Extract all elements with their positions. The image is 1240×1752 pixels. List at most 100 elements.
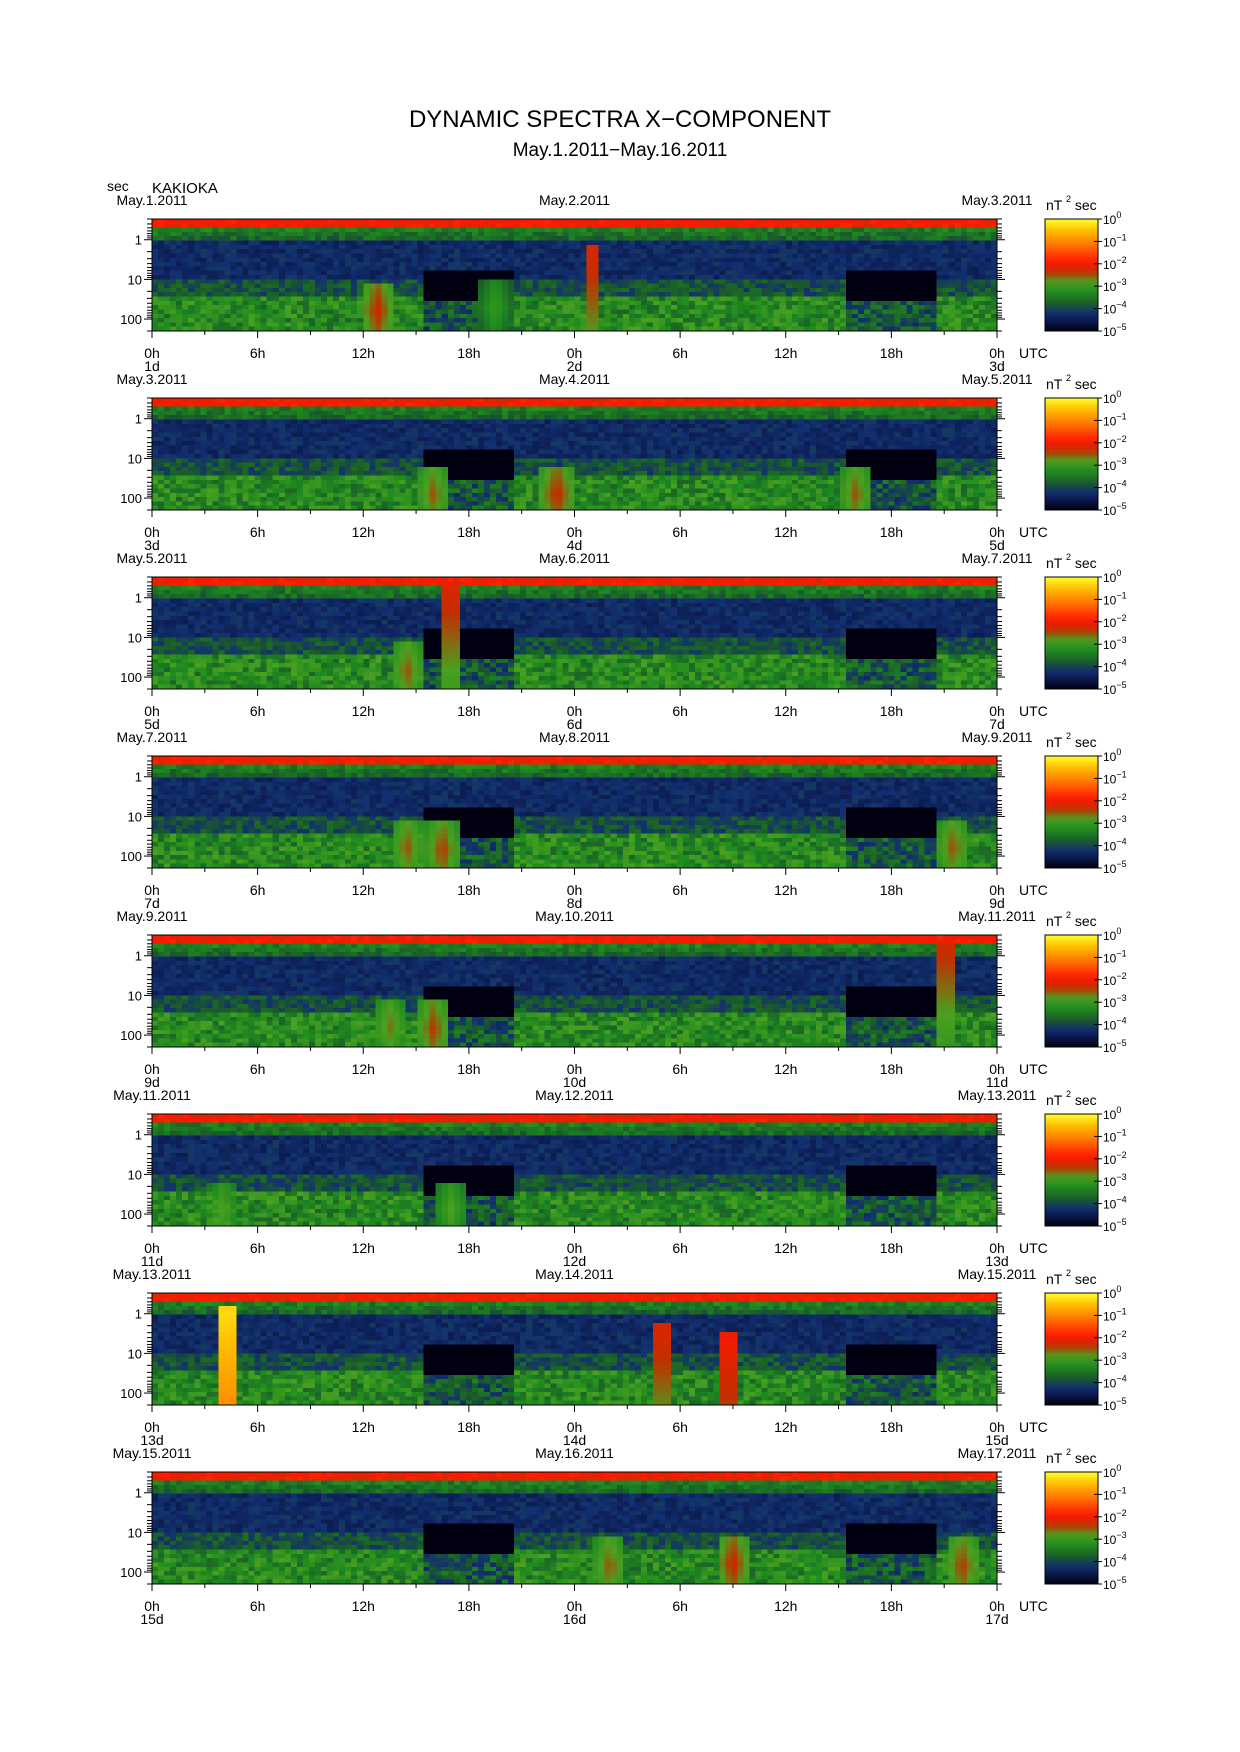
spectrogram-cell (930, 257, 937, 263)
spectrogram-cell (640, 240, 648, 246)
spectrogram-cell (339, 449, 346, 455)
spectrogram-cell (707, 244, 714, 250)
spectrogram-cell (821, 279, 829, 284)
spectrogram-cell (302, 419, 310, 425)
spectrogram-cell (743, 244, 750, 250)
spectrogram-cell (182, 423, 189, 429)
spectrogram-cell (405, 227, 412, 233)
spectrogram-cell (266, 436, 274, 442)
spectrogram-cell (984, 283, 992, 289)
spectrogram-cell (272, 423, 280, 429)
spectrogram-cell (152, 471, 159, 476)
spectrogram-cell (779, 240, 787, 246)
spectrogram-cell (284, 309, 292, 315)
spectrogram-cell (405, 488, 412, 494)
spectrogram-cell (351, 253, 358, 259)
spectrogram-cell (821, 305, 829, 310)
spectrogram-cell (713, 227, 720, 233)
spectrogram-cell (399, 244, 406, 250)
spectrogram-cell (646, 257, 654, 263)
spectrogram-cell (809, 223, 817, 228)
spectrogram-cell (550, 270, 557, 276)
spectrogram-cell (170, 270, 177, 276)
spectrogram-cell (779, 309, 787, 315)
spectrogram-cell (689, 262, 696, 267)
spectrogram-cell (671, 223, 678, 228)
spectrogram-cell (646, 262, 654, 267)
spectrogram-cell (701, 266, 708, 271)
spectrogram-cell (290, 428, 298, 433)
spectrogram-cell (779, 253, 787, 259)
spectrogram-cell (266, 249, 274, 254)
spectrogram-cell (761, 257, 768, 263)
spectrogram-cell (363, 219, 370, 224)
spectrogram-cell (405, 240, 412, 246)
spectrogram-cell (526, 270, 533, 276)
spectrogram-cell (598, 257, 605, 263)
spectrogram-cell (719, 253, 726, 259)
spectrogram-cell (314, 270, 322, 276)
spectrogram-cell (646, 227, 654, 233)
spectrogram-cell (978, 270, 986, 276)
spectrogram-cell (254, 505, 261, 511)
spectrogram-cell (906, 266, 913, 271)
spectrogram-cell (164, 223, 171, 228)
spectrogram-cell (333, 505, 340, 511)
spectrogram-cell (308, 318, 316, 323)
spectrogram-cell (423, 497, 430, 502)
spectrogram-cell (568, 270, 575, 276)
spectrogram-cell (218, 428, 225, 433)
spectrogram-cell (556, 283, 563, 289)
spectrogram-cell (936, 318, 943, 323)
spectrogram-cell (912, 309, 919, 315)
spectrogram-cell (158, 253, 165, 259)
spectrogram-cell (725, 227, 732, 233)
spectrogram-cell (411, 410, 418, 416)
spectrogram-cell (236, 402, 243, 407)
spectrogram-cell (761, 300, 768, 306)
spectrogram-cell (652, 287, 660, 293)
spectrogram-cell (399, 505, 406, 511)
spectrogram-cell (598, 236, 605, 241)
spectrogram-cell (821, 219, 829, 224)
spectrogram-cell (918, 223, 925, 228)
spectrogram-cell (375, 415, 382, 420)
spectrogram-cell (411, 231, 418, 237)
spectrogram-cell (278, 262, 286, 267)
spectrogram-cell (906, 219, 913, 224)
spectrogram-cell (622, 275, 630, 280)
spectrogram-cell (182, 318, 189, 323)
spectrogram-cell (176, 406, 183, 412)
spectrogram-cell (278, 492, 286, 498)
spectrogram-cell (707, 227, 714, 233)
spectrogram-cell (665, 275, 672, 280)
spectrogram-cell (966, 262, 974, 267)
spectrogram-cell (254, 462, 261, 468)
spectrogram-cell (743, 283, 750, 289)
spectrogram-cell (212, 262, 219, 267)
spectrogram-cell (176, 475, 183, 481)
spectrogram-cell (809, 236, 817, 241)
spectrogram-cell (164, 402, 171, 407)
spectrogram-cell (936, 309, 943, 315)
spectrogram-cell (230, 296, 237, 302)
spectrogram-cell (345, 287, 352, 293)
spectrogram-cell (248, 300, 255, 306)
spectrogram-cell (206, 266, 213, 271)
spectrogram-cell (206, 423, 213, 429)
spectrogram-cell (218, 475, 225, 481)
spectrogram-cell (290, 402, 298, 407)
spectrogram-cell (170, 423, 177, 429)
spectrogram-cell (357, 253, 364, 259)
spectrogram-cell (254, 279, 261, 284)
spectrogram-cell (888, 219, 895, 224)
spectrogram-cell (459, 257, 467, 263)
spectrogram-cell (514, 275, 521, 280)
spectrogram-cell (508, 227, 515, 233)
spectrogram-cell (411, 398, 418, 403)
spectrogram-cell (399, 223, 406, 228)
spectrogram-cell (308, 432, 316, 438)
spectrogram-cell (236, 279, 243, 284)
spectrogram-cell (417, 240, 424, 246)
spectrogram-cell (707, 296, 714, 302)
